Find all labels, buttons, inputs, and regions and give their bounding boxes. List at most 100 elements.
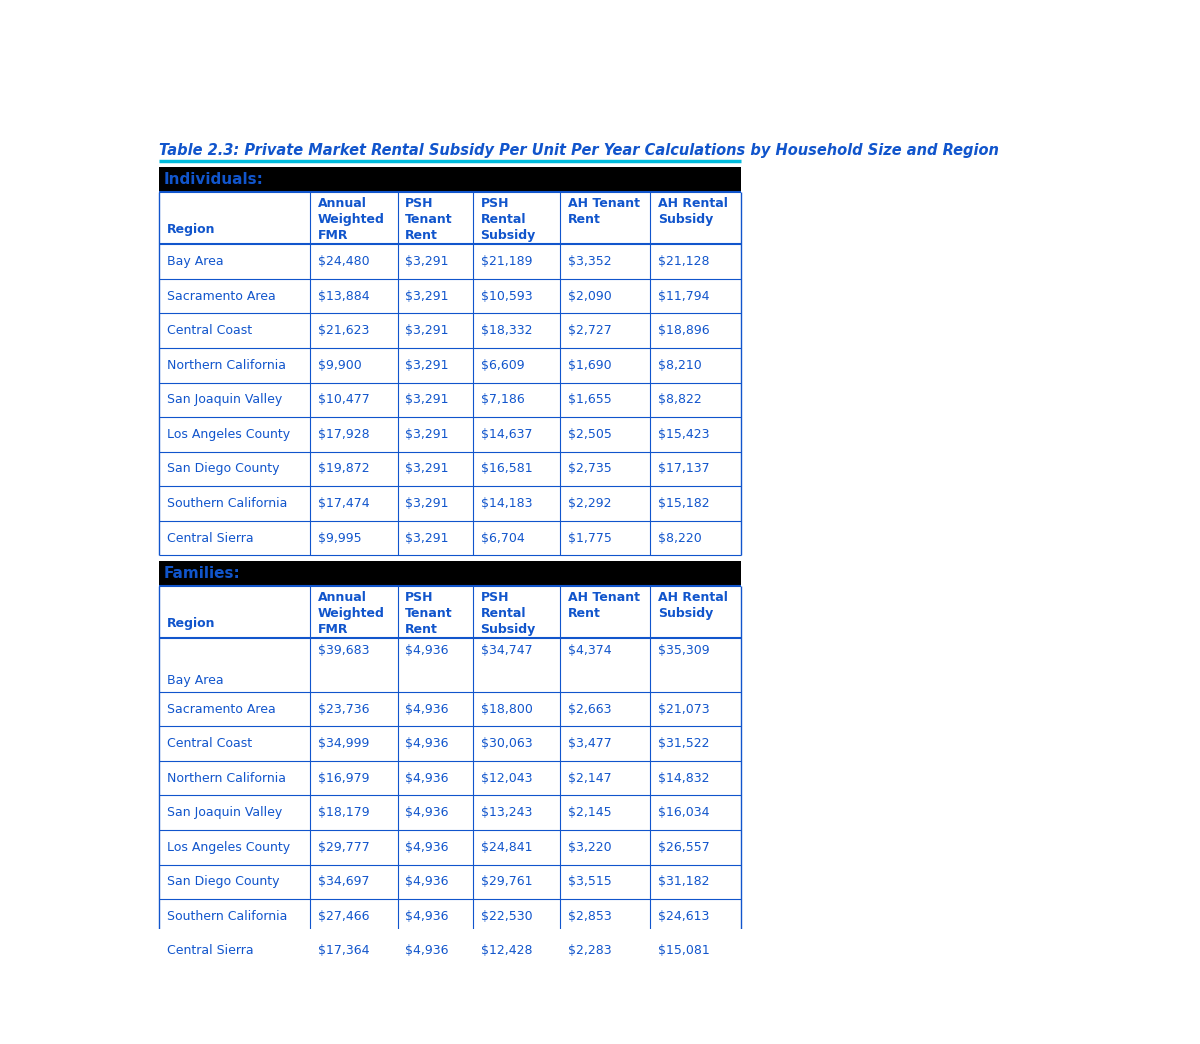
Text: Individuals:: Individuals: [164,172,264,187]
Text: Northern California: Northern California [167,359,286,372]
Bar [160,382,740,418]
Text: $4,936: $4,936 [406,737,449,750]
Text: $2,853: $2,853 [568,910,612,923]
Text: $3,291: $3,291 [406,325,449,337]
Text: Central Sierra: Central Sierra [167,945,253,957]
Text: $12,428: $12,428 [481,945,532,957]
Text: $4,936: $4,936 [406,840,449,854]
Text: $17,928: $17,928 [318,428,370,441]
Text: $4,374: $4,374 [568,644,612,657]
Text: $15,182: $15,182 [658,497,709,511]
Text: Central Coast: Central Coast [167,325,252,337]
Text: $2,663: $2,663 [568,703,611,715]
Text: $18,800: $18,800 [481,703,533,715]
Text: $10,477: $10,477 [318,394,370,406]
Text: $34,999: $34,999 [318,737,370,750]
Text: $2,147: $2,147 [568,772,612,785]
Text: $21,073: $21,073 [658,703,709,715]
Text: PSH
Rental
Subsidy: PSH Rental Subsidy [481,197,536,242]
Text: $3,291: $3,291 [406,359,449,372]
Text: $2,735: $2,735 [568,462,612,475]
Text: $30,063: $30,063 [481,737,533,750]
Bar [160,761,740,796]
Text: $21,128: $21,128 [658,255,709,268]
Text: AH Tenant
Rent: AH Tenant Rent [568,591,640,620]
Text: $15,423: $15,423 [658,428,709,441]
Text: $34,747: $34,747 [481,644,533,657]
Text: Bay Area: Bay Area [167,255,223,268]
Text: $3,352: $3,352 [568,255,612,268]
Bar [160,348,740,382]
Text: Central Sierra: Central Sierra [167,531,253,545]
Text: $27,466: $27,466 [318,910,370,923]
Text: $2,727: $2,727 [568,325,612,337]
Text: San Joaquin Valley: San Joaquin Valley [167,394,282,406]
Text: $31,522: $31,522 [658,737,709,750]
Text: $3,515: $3,515 [568,875,612,888]
Text: Southern California: Southern California [167,497,287,511]
Text: $4,936: $4,936 [406,945,449,957]
Text: $26,557: $26,557 [658,840,709,854]
Text: $21,189: $21,189 [481,255,532,268]
Text: $2,283: $2,283 [568,945,612,957]
Bar [160,586,740,638]
Text: $6,704: $6,704 [481,531,524,545]
Text: $1,775: $1,775 [568,531,612,545]
Text: $19,872: $19,872 [318,462,370,475]
Text: $16,034: $16,034 [658,806,709,820]
Text: Region: Region [167,617,215,631]
Bar [160,192,740,244]
Text: $3,291: $3,291 [406,289,449,303]
Bar [160,521,740,555]
Text: $8,210: $8,210 [658,359,702,372]
Text: $4,936: $4,936 [406,644,449,657]
Text: PSH
Rental
Subsidy: PSH Rental Subsidy [481,591,536,636]
Text: $34,697: $34,697 [318,875,370,888]
Text: $3,291: $3,291 [406,497,449,511]
Text: $18,332: $18,332 [481,325,532,337]
Text: Table 2.3: Private Market Rental Subsidy Per Unit Per Year Calculations by House: Table 2.3: Private Market Rental Subsidy… [160,143,1000,158]
Text: $11,794: $11,794 [658,289,709,303]
Text: San Joaquin Valley: San Joaquin Valley [167,806,282,820]
Text: $14,832: $14,832 [658,772,709,785]
Text: San Diego County: San Diego County [167,875,280,888]
Text: $2,505: $2,505 [568,428,612,441]
Bar [160,487,740,521]
Bar [160,933,740,968]
Text: $17,474: $17,474 [318,497,370,511]
Text: $16,581: $16,581 [481,462,533,475]
Text: $31,182: $31,182 [658,875,709,888]
Text: San Diego County: San Diego County [167,462,280,475]
Text: $3,291: $3,291 [406,255,449,268]
Text: $3,291: $3,291 [406,462,449,475]
Text: $18,179: $18,179 [318,806,370,820]
Text: $17,137: $17,137 [658,462,709,475]
Text: $14,183: $14,183 [481,497,532,511]
Text: $16,979: $16,979 [318,772,370,785]
Text: Sacramento Area: Sacramento Area [167,289,276,303]
Text: Los Angeles County: Los Angeles County [167,428,290,441]
Bar [160,796,740,830]
Text: Annual
Weighted
FMR: Annual Weighted FMR [318,197,385,242]
Text: $9,995: $9,995 [318,531,361,545]
Text: $4,936: $4,936 [406,910,449,923]
Text: Region: Region [167,223,215,236]
Bar [160,638,740,692]
Text: PSH
Tenant
Rent: PSH Tenant Rent [406,591,452,636]
Text: $18,896: $18,896 [658,325,709,337]
Text: Families:: Families: [164,566,241,580]
Text: $24,613: $24,613 [658,910,709,923]
Text: $13,884: $13,884 [318,289,370,303]
Bar [160,692,740,727]
Text: Bay Area: Bay Area [167,674,223,687]
Text: $29,777: $29,777 [318,840,370,854]
Bar [160,313,740,348]
Text: AH Rental
Subsidy: AH Rental Subsidy [658,197,727,226]
Bar [160,279,740,313]
Text: $17,364: $17,364 [318,945,370,957]
Text: $24,841: $24,841 [481,840,532,854]
Text: Northern California: Northern California [167,772,286,785]
Text: $3,291: $3,291 [406,394,449,406]
Text: $1,655: $1,655 [568,394,612,406]
Bar [160,899,740,933]
